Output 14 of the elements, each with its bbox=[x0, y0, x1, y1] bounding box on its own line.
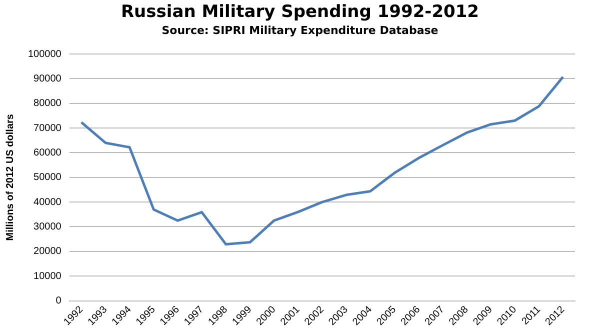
y-tick-label: 10000 bbox=[34, 270, 62, 282]
y-tick-label: 100000 bbox=[28, 48, 62, 60]
chart-title: Russian Military Spending 1992-2012 bbox=[120, 2, 480, 22]
y-tick-label: 70000 bbox=[34, 122, 62, 134]
y-tick-label: 0 bbox=[56, 296, 62, 307]
y-tick-label: 90000 bbox=[34, 73, 62, 84]
chart-subtitle: Source: SIPRI Military Expenditure Database bbox=[160, 24, 440, 37]
y-tick-label: 60000 bbox=[34, 147, 62, 158]
y-tick-label: 80000 bbox=[34, 98, 62, 110]
y-tick-label: 40000 bbox=[34, 196, 62, 208]
y-tick-label: 20000 bbox=[34, 246, 62, 258]
y-axis-title: Millions of 2012 US dollars bbox=[4, 114, 16, 241]
y-tick-label: 30000 bbox=[34, 222, 62, 232]
y-tick-label: 50000 bbox=[34, 172, 62, 184]
